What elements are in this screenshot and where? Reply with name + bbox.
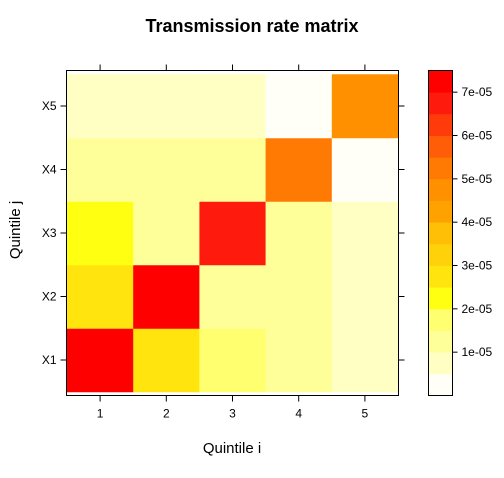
x-tick-label: 4: [295, 407, 302, 421]
colorbar-swatch: [428, 373, 453, 396]
heatmap-cell-X4-3: [199, 137, 267, 202]
heatmap-cell-X2-1: [67, 264, 134, 329]
y-tick-label: X5: [42, 99, 57, 113]
x-axis-label: Quintile i: [203, 440, 261, 457]
colorbar-swatch: [428, 200, 453, 223]
heatmap-cell-X1-5: [331, 328, 399, 393]
colorbar-swatch: [428, 287, 453, 310]
colorbar-frame: [428, 70, 453, 396]
chart-title: Transmission rate matrix: [145, 16, 358, 36]
colorbar-tick-label: 4e-05: [462, 215, 493, 229]
colorbar-tick-label: 5e-05: [462, 172, 493, 186]
y-tick-label: X4: [42, 163, 57, 177]
heatmap-cell-X5-4: [265, 74, 333, 139]
y-axis-ticks: X1 X2 X3 X4 X5: [42, 99, 405, 367]
x-tick-label: 2: [163, 407, 170, 421]
heatmap-cell-X1-2: [133, 328, 200, 393]
colorbar-tick-label: 1e-05: [462, 345, 493, 359]
heatmap-cell-X4-2: [133, 137, 200, 202]
colorbar-swatch: [428, 330, 453, 353]
colorbar-swatch: [428, 157, 453, 180]
heatmap-cell-X3-5: [331, 201, 399, 266]
colorbar-tick-label: 3e-05: [462, 259, 493, 273]
colorbar-swatch: [428, 178, 453, 201]
heatmap-cell-X5-1: [67, 74, 134, 139]
y-tick-label: X1: [42, 353, 57, 367]
y-tick-label: X2: [42, 290, 57, 304]
x-tick-label: 1: [97, 407, 104, 421]
colorbar-swatch: [428, 308, 453, 331]
heatmap-cell-X4-4: [265, 137, 333, 202]
colorbar-swatch: [428, 135, 453, 158]
colorbar-swatch: [428, 243, 453, 266]
heatmap-cell-X5-3: [199, 74, 267, 139]
heatmap-cell-X1-3: [199, 328, 267, 393]
plot-frame: [66, 70, 399, 396]
x-tick-label: 3: [229, 407, 236, 421]
heatmap-cell-X1-1: [67, 328, 134, 393]
heatmap-cells: [67, 74, 399, 393]
heatmap-cell-X2-5: [331, 264, 399, 329]
colorbar-swatch: [428, 113, 453, 136]
heatmap-cell-X4-5: [331, 137, 399, 202]
heatmap-cell-X2-4: [265, 264, 333, 329]
heatmap-cell-X2-3: [199, 264, 267, 329]
heatmap-cell-X5-2: [133, 74, 200, 139]
heatmap-cell-X5-5: [331, 74, 399, 139]
colorbar-tick-label: 2e-05: [462, 302, 493, 316]
colorbar-swatch: [428, 352, 453, 375]
heatmap-cell-X4-1: [67, 137, 134, 202]
colorbar-swatch: [428, 92, 453, 115]
heatmap-cell-X3-3: [199, 201, 267, 266]
y-axis-label: Quintile j: [7, 201, 24, 259]
colorbar-tick-label: 6e-05: [462, 129, 493, 143]
colorbar-tick-label: 7e-05: [462, 85, 493, 99]
y-tick-label: X3: [42, 226, 57, 240]
colorbar: 1e-05 2e-05 3e-05 4e-05 5e-05 6e-05 7e-05: [428, 70, 493, 396]
heatmap-cell-X3-4: [265, 201, 333, 266]
x-tick-label: 5: [362, 407, 369, 421]
colorbar-swatch: [428, 70, 453, 93]
colorbar-swatch: [428, 222, 453, 245]
x-axis-ticks: 1 2 3 4 5: [97, 64, 369, 421]
heatmap-cell-X2-2: [133, 264, 200, 329]
heatmap-cell-X3-2: [133, 201, 200, 266]
heatmap-cell-X3-1: [67, 201, 134, 266]
colorbar-swatch: [428, 265, 453, 288]
heatmap-cell-X1-4: [265, 328, 333, 393]
